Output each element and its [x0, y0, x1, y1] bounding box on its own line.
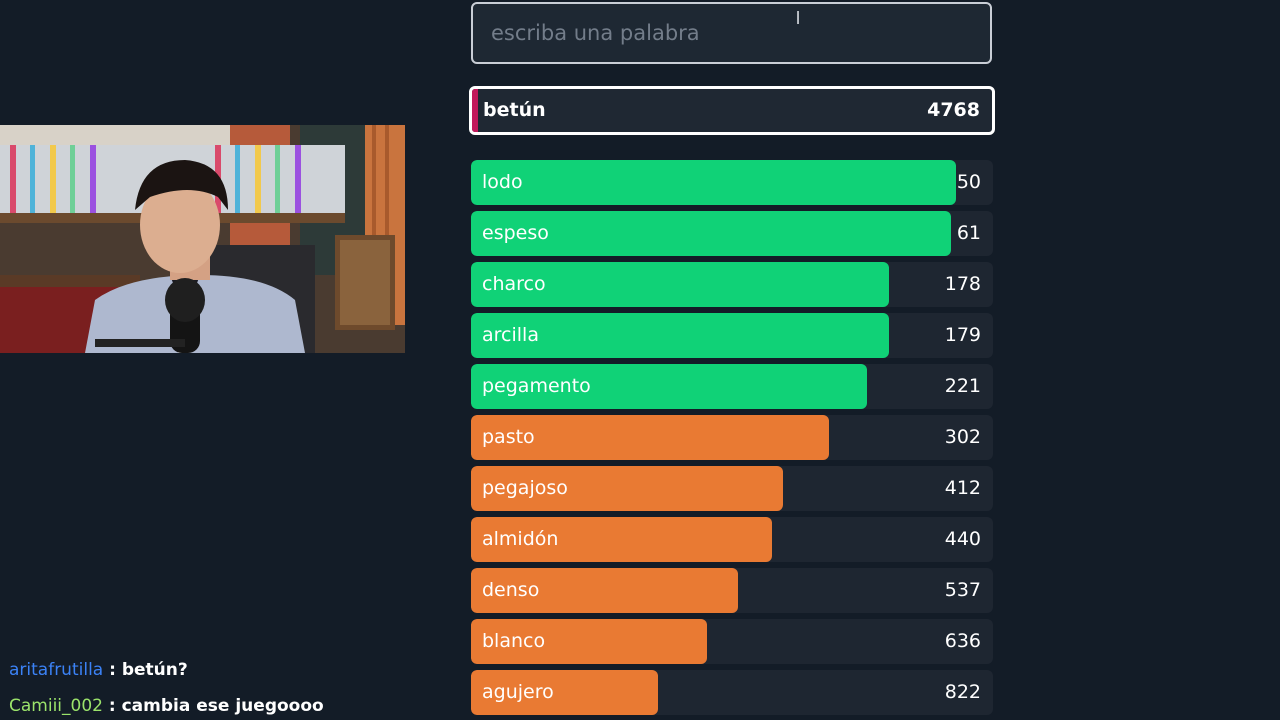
guess-rank: 412 [944, 477, 981, 499]
chat-text: betún? [121, 660, 188, 680]
guess-row: pasto 302 [471, 415, 993, 460]
guess-word: espeso [482, 222, 549, 244]
closeness-bar [471, 364, 867, 409]
guess-rank: 822 [944, 681, 981, 703]
guess-word: lodo [482, 171, 523, 193]
guess-rank: 221 [944, 375, 981, 397]
guess-row: almidón 440 [471, 517, 993, 562]
guess-rank: 50 [956, 171, 981, 193]
guess-row: arcilla 179 [471, 313, 993, 358]
closeness-bar [471, 517, 772, 562]
closeness-bar [471, 211, 951, 256]
guess-row: lodo 50 [471, 160, 993, 205]
guess-word: denso [482, 579, 540, 601]
guess-row: charco 178 [471, 262, 993, 307]
chat-username: Camiii_002 [9, 696, 103, 716]
guess-row: pegajoso 412 [471, 466, 993, 511]
closeness-bar [471, 568, 738, 613]
chat-message: aritafrutilla : betún? [9, 652, 324, 688]
chat-text: cambia ese juegoooo [121, 696, 324, 716]
guess-word: charco [482, 273, 546, 295]
guess-rank: 179 [944, 324, 981, 346]
webcam-image [0, 125, 405, 353]
guess-word: blanco [482, 630, 546, 652]
guess-word: agujero [482, 681, 554, 703]
guess-rank: 61 [956, 222, 981, 244]
current-guess-rank: 4768 [927, 99, 980, 121]
guess-row: espeso 61 [471, 211, 993, 256]
guess-rank: 440 [944, 528, 981, 550]
guess-row: pegamento 221 [471, 364, 993, 409]
guess-word: pegajoso [482, 477, 568, 499]
current-guess: betún 4768 [469, 86, 995, 135]
guess-rank: 636 [944, 630, 981, 652]
guess-input[interactable] [471, 2, 992, 64]
text-cursor-icon: I [795, 8, 801, 29]
chat-separator: : [102, 696, 122, 716]
chat-message: Camiii_002 : cambia ese juegoooo [9, 688, 324, 720]
guess-word: almidón [482, 528, 559, 550]
guess-word: arcilla [482, 324, 539, 346]
closeness-bar [471, 466, 783, 511]
chat-overlay: aritafrutilla : betún? Camiii_002 : cambi… [9, 652, 324, 720]
chat-separator: : [103, 660, 122, 680]
guess-word: pasto [482, 426, 535, 448]
guess-row: blanco 636 [471, 619, 993, 664]
current-guess-word: betún [483, 99, 546, 121]
guess-rank: 178 [944, 273, 981, 295]
closeness-bar [471, 313, 889, 358]
closeness-bar [471, 262, 889, 307]
guess-list: lodo 50 espeso 61 charco 178 arcilla 179 pegamen… [471, 160, 993, 720]
closeness-bar [471, 670, 658, 715]
guess-rank: 537 [944, 579, 981, 601]
guess-rank: 302 [944, 426, 981, 448]
current-guess-accent [472, 89, 478, 132]
guess-word: pegamento [482, 375, 591, 397]
closeness-bar [471, 619, 707, 664]
chat-username: aritafrutilla [9, 660, 104, 680]
guess-row: denso 537 [471, 568, 993, 613]
webcam-feed [0, 125, 405, 353]
guess-row: agujero 822 [471, 670, 993, 715]
closeness-bar [471, 160, 956, 205]
closeness-bar [471, 415, 829, 460]
